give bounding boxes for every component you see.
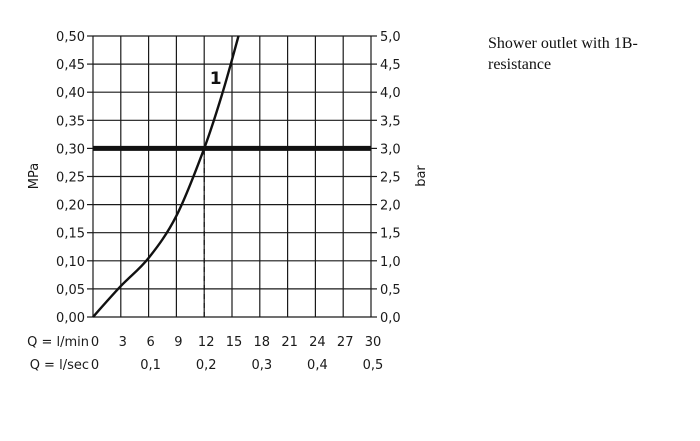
chart-caption: Shower outlet with 1B-resistance (488, 35, 638, 73)
series-curve-1 (92, 35, 240, 318)
x-tick-label-lmin: 6 (146, 335, 154, 350)
right-axis-title: bar (414, 165, 429, 187)
right-tick-label: 3,0 (380, 142, 401, 157)
right-tick-label: 2,5 (380, 171, 401, 186)
x-tick-label-lmin: 21 (281, 335, 298, 350)
left-tick-label: 0,40 (56, 86, 85, 101)
x-tick-label-lmin: 30 (365, 335, 382, 350)
x-tick-label-lsec: 0,1 (140, 358, 161, 373)
left-tick-label: 0,25 (56, 171, 85, 186)
left-tick-label: 0,35 (56, 114, 85, 129)
left-tick-label: 0,30 (56, 142, 85, 157)
chart-series: 1 (92, 35, 240, 318)
axis-labels: 0,000,050,100,150,200,250,300,350,400,45… (27, 30, 429, 373)
chart-grid (87, 35, 377, 318)
left-axis-title: MPa (27, 163, 42, 189)
series-label-1: 1 (210, 69, 222, 89)
right-tick-label: 0,5 (380, 283, 401, 298)
x-tick-label-lmin: 24 (309, 335, 326, 350)
right-tick-label: 1,5 (380, 227, 401, 242)
left-tick-label: 0,20 (56, 199, 85, 214)
x-tick-label-lmin: 27 (337, 335, 354, 350)
left-tick-label: 0,10 (56, 255, 85, 270)
x-tick-label-lmin: 0 (91, 335, 99, 350)
left-tick-label: 0,45 (56, 58, 85, 73)
left-tick-label: 0,00 (56, 311, 85, 326)
x-axis-lsec-title: Q = l/sec (30, 358, 89, 373)
x-tick-label-lmin: 15 (226, 335, 243, 350)
x-tick-label-lsec: 0,3 (251, 358, 272, 373)
left-tick-label: 0,15 (56, 227, 85, 242)
right-tick-label: 3,5 (380, 114, 401, 129)
x-axis-lmin-title: Q = l/min (27, 335, 89, 350)
x-tick-label-lsec: 0 (91, 358, 99, 373)
reference-lines (93, 145, 371, 317)
x-tick-label-lsec: 0,5 (363, 358, 384, 373)
left-tick-label: 0,50 (56, 30, 85, 45)
right-tick-label: 4,0 (380, 86, 401, 101)
right-tick-label: 1,0 (380, 255, 401, 270)
right-tick-label: 0,0 (380, 311, 401, 326)
x-tick-label-lsec: 0,4 (307, 358, 328, 373)
right-tick-label: 5,0 (380, 30, 401, 45)
x-tick-label-lsec: 0,2 (196, 358, 217, 373)
x-tick-label-lmin: 12 (198, 335, 215, 350)
right-tick-label: 4,5 (380, 58, 401, 73)
right-tick-label: 2,0 (380, 199, 401, 214)
x-tick-label-lmin: 18 (254, 335, 271, 350)
left-tick-label: 0,05 (56, 283, 85, 298)
x-tick-label-lmin: 3 (119, 335, 127, 350)
x-tick-label-lmin: 9 (174, 335, 182, 350)
